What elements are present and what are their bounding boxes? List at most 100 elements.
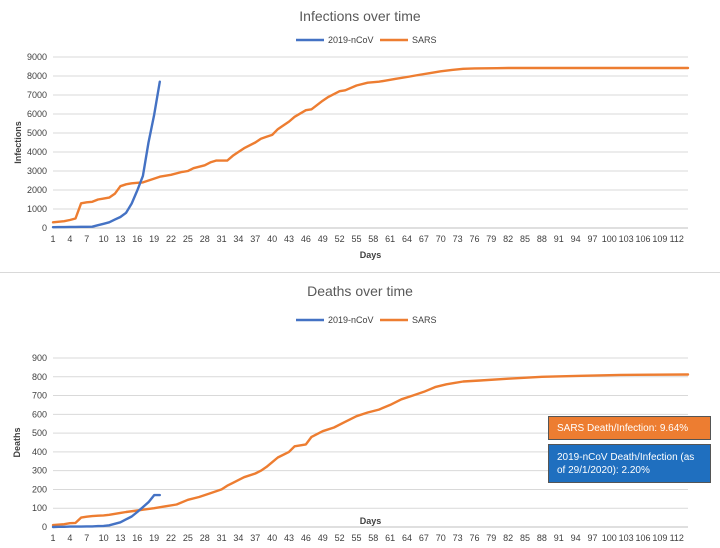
x-axis-label: Days	[360, 250, 382, 260]
series-line-sars	[51, 373, 690, 527]
y-tick-label: 5000	[27, 128, 47, 138]
sars-ratio-callout: SARS Death/Infection: 9.64%	[548, 416, 711, 440]
infections-chart: Infections over time 0 1000 2000 3000 4000 500…	[13, 8, 690, 260]
ncov-ratio-callout: 2019-nCoV Death/Infection (as of 29/1/20…	[548, 444, 711, 483]
x-tick-label: 28	[200, 533, 210, 543]
x-tick-label: 34	[233, 533, 243, 543]
y-tick-label: 4000	[27, 147, 47, 157]
series-line-ncov	[51, 80, 162, 229]
y-tick-label: 0	[42, 522, 47, 532]
x-tick-label: 64	[402, 234, 412, 244]
x-tick-label: 106	[636, 234, 651, 244]
x-tick-label: 10	[99, 533, 109, 543]
y-tick-label: 600	[32, 409, 47, 419]
deaths-chart: Deaths over time 0 100 200 300 400 500 600 700 80…	[12, 283, 690, 543]
x-tick-label: 31	[217, 533, 227, 543]
y-tick-label: 1000	[27, 204, 47, 214]
x-tick-label: 1	[50, 533, 55, 543]
x-tick-label: 79	[486, 533, 496, 543]
legend-entry: 2019-nCoV	[328, 315, 374, 325]
x-tick-label: 52	[335, 533, 345, 543]
x-tick-label: 88	[537, 533, 547, 543]
x-tick-label: 40	[267, 234, 277, 244]
y-tick-label: 7000	[27, 90, 47, 100]
legend-entry: SARS	[412, 35, 437, 45]
x-tick-label: 112	[670, 533, 684, 543]
x-tick-label: 82	[503, 533, 513, 543]
x-tick-label: 19	[149, 234, 159, 244]
x-tick-label: 70	[436, 533, 446, 543]
x-tick-label: 100	[602, 234, 617, 244]
x-tick-label: 70	[436, 234, 446, 244]
x-tick-label: 10	[99, 234, 109, 244]
x-tick-label: 73	[453, 533, 463, 543]
x-tick-label: 28	[200, 234, 210, 244]
x-tick-label: 22	[166, 533, 176, 543]
x-tick-label: 79	[486, 234, 496, 244]
x-tick-label: 97	[587, 533, 597, 543]
x-tick-label: 94	[571, 234, 581, 244]
y-tick-label: 400	[32, 447, 47, 457]
y-tick-label: 300	[32, 466, 47, 476]
x-tick-label: 43	[284, 234, 294, 244]
x-tick-label: 22	[166, 234, 176, 244]
x-tick-label: 100	[602, 533, 617, 543]
x-tick-label: 34	[233, 234, 243, 244]
x-tick-label: 97	[587, 234, 597, 244]
x-tick-label: 1	[50, 234, 55, 244]
x-tick-label: 55	[351, 234, 361, 244]
x-tick-label: 37	[250, 533, 260, 543]
x-tick-label: 106	[636, 533, 651, 543]
y-tick-label: 2000	[27, 185, 47, 195]
x-tick-label: 7	[84, 234, 89, 244]
y-tick-label: 500	[32, 428, 47, 438]
x-tick-label: 64	[402, 533, 412, 543]
x-tick-label: 76	[469, 533, 479, 543]
x-tick-label: 52	[335, 234, 345, 244]
x-tick-label: 43	[284, 533, 294, 543]
x-tick-label: 73	[453, 234, 463, 244]
y-tick-label: 0	[42, 223, 47, 233]
y-tick-label: 800	[32, 372, 47, 382]
x-tick-label: 49	[318, 234, 328, 244]
x-tick-label: 4	[67, 234, 72, 244]
x-tick-label: 109	[652, 533, 667, 543]
chart-title: Infections over time	[299, 8, 421, 24]
x-tick-label: 46	[301, 533, 311, 543]
x-tick-label: 25	[183, 533, 193, 543]
x-tick-label: 16	[132, 234, 142, 244]
x-tick-label: 85	[520, 533, 530, 543]
x-tick-label: 37	[250, 234, 260, 244]
x-tick-label: 61	[385, 234, 395, 244]
y-axis-label: Deaths	[12, 427, 22, 457]
x-tick-label: 61	[385, 533, 395, 543]
x-tick-label: 67	[419, 234, 429, 244]
x-tick-label: 49	[318, 533, 328, 543]
x-tick-label: 58	[368, 533, 378, 543]
x-tick-label: 16	[132, 533, 142, 543]
infections-chart-panel: Infections over time 0 1000 2000 3000 4000 500…	[0, 0, 720, 272]
x-tick-label: 7	[84, 533, 89, 543]
deaths-chart-panel: Deaths over time 0 100 200 300 400 500 600 700 80…	[0, 273, 720, 548]
y-tick-label: 900	[32, 353, 47, 363]
x-tick-label: 91	[554, 234, 564, 244]
x-tick-label: 25	[183, 234, 193, 244]
y-axis-label: Infections	[13, 121, 23, 164]
x-tick-label: 76	[469, 234, 479, 244]
x-tick-label: 85	[520, 234, 530, 244]
x-tick-label: 58	[368, 234, 378, 244]
x-tick-label: 19	[149, 533, 159, 543]
x-tick-label: 82	[503, 234, 513, 244]
x-tick-label: 67	[419, 533, 429, 543]
x-tick-label: 55	[351, 533, 361, 543]
x-tick-label: 94	[571, 533, 581, 543]
x-tick-label: 91	[554, 533, 564, 543]
x-tick-label: 112	[670, 234, 684, 244]
x-tick-label: 13	[115, 533, 125, 543]
series-line-ncov	[51, 493, 162, 529]
x-tick-label: 109	[652, 234, 667, 244]
x-tick-label: 88	[537, 234, 547, 244]
panel-divider	[0, 272, 720, 273]
y-tick-label: 700	[32, 391, 47, 401]
series-line-sars	[51, 66, 690, 224]
